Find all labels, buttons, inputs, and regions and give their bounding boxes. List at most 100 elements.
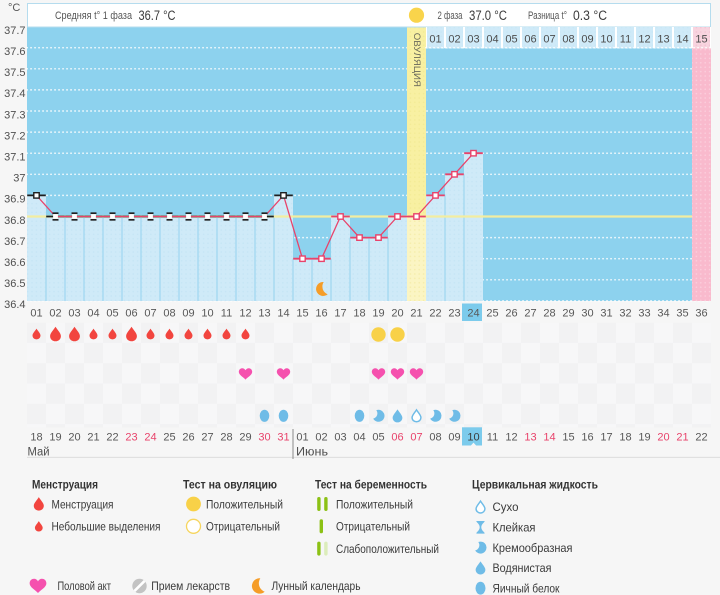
svg-text:19: 19 [49, 432, 61, 444]
svg-text:28: 28 [220, 432, 232, 444]
svg-text:36.5: 36.5 [4, 278, 25, 290]
svg-text:29: 29 [562, 308, 574, 320]
svg-text:Половой акт: Половой акт [58, 579, 112, 593]
svg-text:04: 04 [486, 34, 498, 46]
svg-text:16: 16 [581, 432, 593, 444]
svg-text:11: 11 [620, 34, 631, 46]
svg-text:37.7: 37.7 [4, 25, 25, 37]
svg-text:19: 19 [372, 308, 384, 320]
svg-text:09: 09 [581, 34, 593, 46]
svg-text:19: 19 [638, 432, 650, 444]
svg-text:36: 36 [695, 308, 707, 320]
svg-text:Положительный: Положительный [206, 498, 283, 512]
svg-text:18: 18 [353, 308, 365, 320]
svg-text:31: 31 [277, 432, 289, 444]
svg-text:37: 37 [13, 173, 25, 185]
svg-text:08: 08 [562, 34, 574, 46]
svg-text:18: 18 [619, 432, 631, 444]
svg-text:34: 34 [657, 308, 669, 320]
svg-text:Средняя t° 1 фаза: Средняя t° 1 фаза [55, 10, 133, 22]
svg-text:15: 15 [695, 34, 707, 46]
svg-text:09: 09 [448, 432, 460, 444]
svg-text:25: 25 [163, 432, 175, 444]
svg-text:17: 17 [334, 308, 346, 320]
svg-text:14: 14 [543, 432, 555, 444]
svg-text:Небольшие выделения: Небольшие выделения [52, 520, 161, 534]
svg-text:36.4: 36.4 [4, 299, 25, 311]
svg-text:30: 30 [581, 308, 593, 320]
svg-text:31: 31 [600, 308, 612, 320]
svg-text:30: 30 [258, 432, 270, 444]
svg-text:06: 06 [125, 308, 137, 320]
svg-text:27: 27 [201, 432, 213, 444]
svg-text:Отрицательный: Отрицательный [206, 520, 280, 534]
svg-text:18: 18 [30, 432, 42, 444]
svg-text:37.6: 37.6 [4, 46, 25, 58]
svg-text:14: 14 [676, 34, 688, 46]
svg-text:08: 08 [163, 308, 175, 320]
svg-text:22: 22 [695, 432, 707, 444]
svg-text:02: 02 [448, 34, 460, 46]
svg-text:Отрицательный: Отрицательный [336, 520, 410, 534]
svg-text:08: 08 [429, 432, 441, 444]
svg-text:04: 04 [353, 432, 365, 444]
svg-text:27: 27 [524, 308, 536, 320]
svg-text:28: 28 [543, 308, 555, 320]
svg-text:07: 07 [543, 34, 555, 46]
svg-text:23: 23 [125, 432, 137, 444]
svg-text:09: 09 [182, 308, 194, 320]
svg-text:21: 21 [87, 432, 99, 444]
svg-text:15: 15 [296, 308, 308, 320]
svg-text:Слабоположительный: Слабоположительный [336, 542, 439, 556]
svg-text:21: 21 [676, 432, 688, 444]
svg-text:36.7 °C: 36.7 °C [139, 8, 176, 23]
svg-text:25: 25 [486, 308, 498, 320]
svg-text:12: 12 [505, 432, 517, 444]
svg-text:02: 02 [315, 432, 327, 444]
svg-text:05: 05 [505, 34, 517, 46]
svg-text:10: 10 [201, 308, 213, 320]
svg-text:37.4: 37.4 [4, 88, 25, 100]
svg-text:24: 24 [467, 308, 479, 320]
svg-text:01: 01 [30, 308, 42, 320]
svg-text:Май: Май [28, 447, 50, 459]
svg-text:2 фаза: 2 фаза [438, 10, 464, 22]
svg-text:Тест на овуляцию: Тест на овуляцию [183, 478, 277, 492]
svg-text:37.1: 37.1 [4, 152, 25, 164]
svg-text:15: 15 [562, 432, 574, 444]
svg-text:36.9: 36.9 [4, 194, 25, 206]
svg-text:20: 20 [657, 432, 669, 444]
svg-text:Июнь: Июнь [296, 447, 328, 459]
svg-text:37.0 °C: 37.0 °C [469, 8, 507, 23]
svg-text:24: 24 [144, 432, 156, 444]
svg-text:36.8: 36.8 [4, 215, 25, 227]
svg-text:35: 35 [676, 308, 688, 320]
svg-text:Менструация: Менструация [32, 478, 98, 492]
svg-text:01: 01 [296, 432, 308, 444]
svg-text:17: 17 [600, 432, 612, 444]
svg-text:20: 20 [391, 308, 403, 320]
svg-text:11: 11 [221, 308, 232, 320]
svg-text:Кремообразная: Кремообразная [493, 541, 573, 555]
svg-text:01: 01 [429, 34, 441, 46]
svg-text:12: 12 [638, 34, 650, 46]
svg-text:29: 29 [239, 432, 251, 444]
svg-text:°C: °C [8, 2, 20, 14]
svg-text:04: 04 [87, 308, 99, 320]
svg-text:07: 07 [144, 308, 156, 320]
svg-text:03: 03 [334, 432, 346, 444]
svg-text:Водянистая: Водянистая [493, 561, 552, 575]
svg-text:Тест на беременность: Тест на беременность [315, 478, 427, 492]
svg-text:03: 03 [467, 34, 479, 46]
svg-text:ОВУЛЯЦИЯ: ОВУЛЯЦИЯ [411, 33, 422, 87]
svg-text:03: 03 [68, 308, 80, 320]
svg-text:22: 22 [106, 432, 118, 444]
svg-text:10: 10 [600, 34, 612, 46]
svg-text:13: 13 [657, 34, 669, 46]
svg-text:Клейкая: Клейкая [493, 521, 536, 535]
svg-text:36.7: 36.7 [4, 236, 25, 248]
svg-text:07: 07 [410, 432, 422, 444]
svg-text:37.5: 37.5 [4, 67, 25, 79]
svg-text:37.2: 37.2 [4, 130, 25, 142]
svg-text:02: 02 [49, 308, 61, 320]
